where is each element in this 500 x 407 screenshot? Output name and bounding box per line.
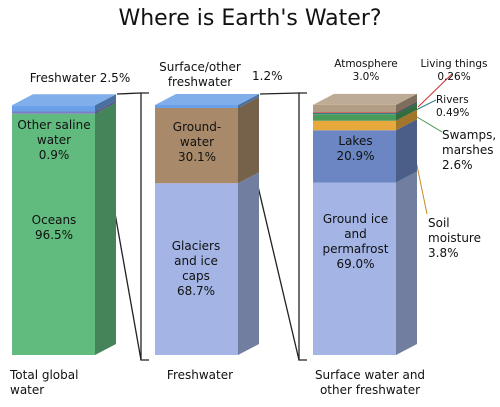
bar-side bbox=[396, 101, 417, 114]
bar-segment bbox=[313, 104, 396, 113]
segment-value: 0.49% bbox=[436, 106, 470, 119]
segment-value: 69.0% bbox=[336, 257, 375, 271]
bar-side bbox=[396, 102, 417, 115]
bar-segment bbox=[313, 182, 396, 355]
leader-line bbox=[417, 73, 453, 108]
title: Where is Earth's Water? bbox=[118, 6, 382, 31]
x-label: Freshwater bbox=[166, 368, 234, 382]
leader-line bbox=[415, 99, 437, 111]
bar-segment bbox=[155, 108, 238, 184]
segment-value: 68.7% bbox=[176, 284, 216, 298]
bar-segment bbox=[313, 112, 396, 114]
bar-top bbox=[155, 94, 259, 105]
segment-label: Lakes 20.9% bbox=[318, 134, 393, 164]
segment-name: Soil moisture bbox=[428, 216, 481, 245]
segment-name: Lakes bbox=[338, 134, 373, 148]
bracket bbox=[140, 92, 149, 361]
segment-value: 30.1% bbox=[177, 150, 217, 164]
segment-label: Atmosphere 3.0% bbox=[326, 58, 406, 83]
zoom-line bbox=[116, 92, 142, 95]
segment-name: Ground-water bbox=[172, 120, 222, 149]
segment-label: Glaciers and ice caps 68.7% bbox=[160, 239, 232, 299]
segment-value: 0.9% bbox=[38, 148, 70, 162]
bar-segment bbox=[313, 130, 396, 183]
x-label: Surface water and other freshwater bbox=[314, 368, 426, 397]
bar-side bbox=[238, 97, 259, 184]
segment-name: Freshwater bbox=[29, 71, 96, 85]
bar-segment bbox=[313, 114, 396, 121]
segment-value: 3.0% bbox=[352, 70, 380, 83]
segment-name: Glaciers and ice caps bbox=[171, 239, 221, 283]
segment-value: 2.5% bbox=[99, 71, 131, 85]
segment-name: Rivers bbox=[436, 94, 469, 106]
bar-side bbox=[396, 119, 417, 183]
bar-segment bbox=[12, 111, 95, 114]
segment-label: Ground ice and permafrost 69.0% bbox=[318, 212, 393, 272]
segment-value: 1.2% bbox=[252, 69, 283, 84]
x-label: Total global water bbox=[10, 368, 100, 398]
segment-label: Ground-water 30.1% bbox=[168, 120, 226, 165]
bar-side bbox=[238, 172, 259, 355]
segment-name: Ground ice and permafrost bbox=[322, 212, 389, 256]
segment-label: Other saline water 0.9% bbox=[10, 118, 98, 163]
segment-name: Atmosphere bbox=[334, 58, 398, 70]
bar-side bbox=[95, 100, 116, 114]
x-label: Freshwater bbox=[150, 368, 250, 383]
segment-value: 0.26% bbox=[437, 70, 471, 83]
bar-segment bbox=[313, 120, 396, 131]
segment-label: Soil moisture 3.8% bbox=[428, 216, 488, 261]
x-label: Surface water and other freshwater bbox=[300, 368, 440, 398]
segment-value: 3.8% bbox=[428, 246, 459, 260]
bar-segment bbox=[155, 183, 238, 355]
bar-side bbox=[396, 103, 417, 121]
bar-side bbox=[396, 93, 417, 113]
bar-segment bbox=[12, 105, 95, 112]
bar-side bbox=[238, 94, 259, 108]
segment-value: 1.2% bbox=[252, 69, 283, 83]
bracket bbox=[298, 92, 307, 361]
segment-label: Surface/other freshwater bbox=[150, 60, 250, 90]
segment-name: Living things bbox=[420, 58, 488, 70]
segment-label: Oceans 96.5% bbox=[14, 213, 94, 243]
bar-segment bbox=[12, 113, 95, 355]
segment-label: Living things 0.26% bbox=[410, 58, 498, 83]
segment-value: 20.9% bbox=[336, 149, 375, 163]
segment-label: Rivers 0.49% bbox=[436, 94, 486, 119]
bar-top bbox=[313, 93, 417, 105]
bar-side bbox=[396, 109, 417, 131]
bar-side bbox=[95, 102, 116, 355]
segment-value: 2.6% bbox=[442, 158, 473, 172]
segment-name: Other saline water bbox=[17, 118, 91, 147]
bar-segment bbox=[155, 105, 238, 108]
segment-label: Freshwater 2.5% bbox=[20, 71, 140, 86]
segment-name: Swamps, marshes bbox=[442, 128, 497, 157]
x-label: Total global water bbox=[10, 368, 79, 397]
bar-top bbox=[12, 94, 116, 106]
segment-value: 96.5% bbox=[34, 228, 74, 242]
bar-segment bbox=[313, 113, 396, 115]
bar-side bbox=[95, 94, 116, 112]
segment-name: Oceans bbox=[31, 213, 77, 227]
segment-name: Surface/other freshwater bbox=[159, 60, 241, 89]
bar-side bbox=[396, 171, 417, 355]
zoom-line bbox=[259, 92, 300, 95]
segment-label: Swamps, marshes 2.6% bbox=[442, 128, 498, 173]
